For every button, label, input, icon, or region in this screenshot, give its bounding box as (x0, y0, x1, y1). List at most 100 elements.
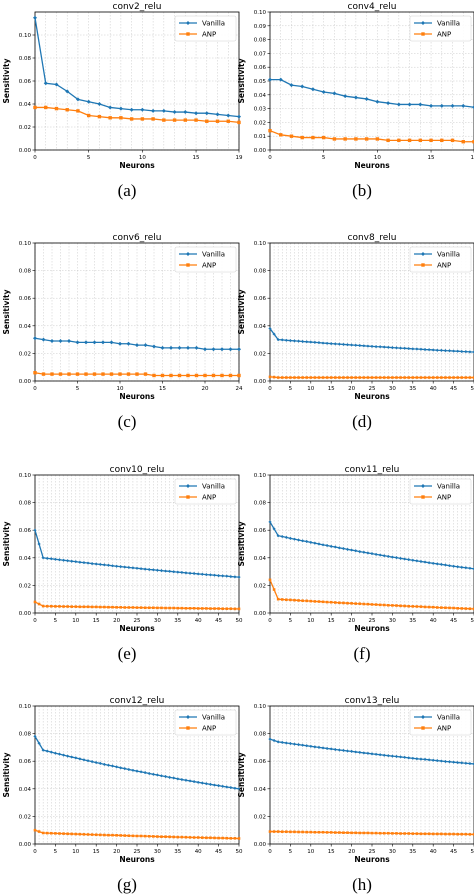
data-point (280, 376, 284, 379)
y-tick-label: 0.06 (254, 759, 267, 765)
x-tick-label: 25 (134, 618, 141, 624)
panel-caption: (f) (354, 644, 371, 663)
data-point (192, 780, 196, 784)
data-point (366, 376, 370, 379)
data-point (403, 832, 406, 835)
data-point (280, 830, 284, 834)
data-point (415, 832, 419, 835)
data-point (268, 737, 272, 741)
data-point (427, 832, 431, 836)
data-point (58, 338, 63, 343)
data-point (395, 832, 398, 835)
data-point (423, 605, 427, 609)
data-point (435, 832, 439, 836)
data-point (382, 603, 386, 607)
x-tick-label: 20 (202, 386, 209, 392)
data-point (452, 564, 456, 568)
y-tick-label: 0.04 (254, 787, 267, 793)
data-point (448, 832, 451, 836)
x-tick-label: 0 (268, 849, 272, 855)
data-point (452, 606, 455, 610)
data-point (135, 834, 139, 838)
data-point (70, 755, 74, 759)
data-point (472, 607, 474, 611)
data-point (394, 346, 399, 350)
data-point (427, 605, 431, 609)
x-tick-label: 40 (195, 849, 202, 855)
data-point (288, 741, 292, 746)
data-point (407, 376, 411, 379)
x-tick-label: 5 (54, 618, 58, 624)
y-tick-label: 0.02 (19, 814, 31, 820)
data-point (292, 339, 297, 343)
data-point (90, 833, 94, 836)
data-point (159, 569, 164, 573)
data-point (440, 138, 444, 143)
data-point (172, 110, 177, 115)
data-point (272, 738, 276, 743)
x-tick-label: 5 (289, 386, 293, 392)
data-point (289, 598, 292, 602)
data-point (411, 347, 415, 351)
data-point (289, 830, 292, 834)
y-axis-label: Sensitivity (2, 521, 11, 566)
y-tick-label: 0.06 (19, 528, 32, 534)
data-point (74, 560, 78, 564)
x-tick-label: 25 (134, 849, 141, 855)
data-point (342, 376, 345, 379)
data-point (305, 599, 309, 603)
x-tick-label: 20 (348, 849, 355, 855)
data-point (203, 373, 207, 378)
data-point (325, 746, 329, 751)
data-point (452, 832, 455, 836)
data-point (386, 101, 391, 106)
legend-marker (186, 726, 190, 730)
data-point (106, 563, 111, 567)
legend-marker (186, 252, 190, 256)
chart-panel: conv11_relu 0.00 0.02 0.04 0.06 0.08 0.10 0 5 10 1… (237, 465, 474, 663)
y-tick-label: 0.08 (19, 732, 32, 738)
data-point (119, 565, 123, 569)
legend-label: Vanilla (202, 20, 225, 28)
data-point (225, 574, 229, 578)
data-point (237, 787, 241, 791)
data-point (297, 376, 300, 379)
data-point (362, 344, 366, 348)
data-point (293, 830, 296, 834)
data-point (94, 605, 98, 609)
data-point (289, 134, 294, 138)
x-tick-label: 0 (268, 155, 272, 161)
y-tick-label: 0.07 (254, 51, 267, 57)
data-point (200, 836, 204, 839)
x-axis-label: Neurons (354, 624, 390, 633)
data-point (160, 345, 165, 350)
data-point (107, 833, 110, 837)
data-point (341, 342, 346, 347)
data-point (151, 108, 156, 113)
y-tick-label: 0.06 (254, 65, 267, 71)
data-point (180, 606, 184, 610)
data-point (131, 768, 135, 772)
data-point (172, 606, 176, 610)
data-point (276, 597, 280, 601)
data-point (382, 554, 386, 558)
legend-box (174, 15, 237, 42)
data-point (346, 831, 349, 834)
chart-panel: conv13_relu 0.00 0.02 0.04 0.06 0.08 0.10 0 5 10 1… (237, 696, 474, 894)
data-point (403, 557, 407, 561)
series-anp (33, 105, 241, 125)
data-point (115, 564, 119, 568)
data-point (103, 833, 106, 837)
plot-frame (34, 242, 240, 382)
x-tick-label: 15 (328, 386, 335, 392)
data-point (280, 338, 284, 342)
data-point (468, 833, 472, 836)
data-point (233, 607, 237, 611)
legend-box (174, 246, 237, 273)
data-point (309, 540, 313, 544)
chart-title: conv13_relu (345, 696, 400, 706)
data-point (390, 346, 394, 350)
data-point (66, 754, 70, 758)
data-point (50, 604, 53, 608)
